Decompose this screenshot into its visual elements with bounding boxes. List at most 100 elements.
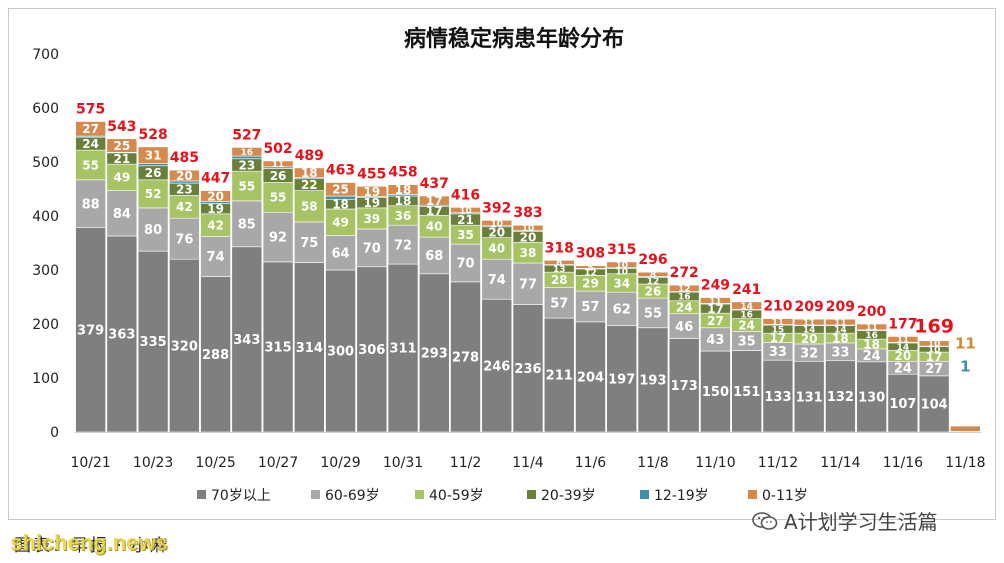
segment-label-s20_39: 15 <box>772 325 785 335</box>
segment-label-s60_69: 24 <box>894 361 912 376</box>
segment-label-s40_59: 42 <box>176 200 193 214</box>
segment-label-s70plus: 204 <box>577 371 604 386</box>
bar-segment-s0_11 <box>856 323 887 331</box>
bar-segment-s70plus <box>918 375 950 433</box>
segment-label-s20_39: 24 <box>82 137 99 151</box>
segment-label-s70plus: 236 <box>514 362 541 377</box>
segment-label-s70plus: 173 <box>671 379 698 394</box>
segment-label-s40_59: 58 <box>301 200 318 214</box>
bar-segment-s60_69 <box>262 211 294 263</box>
segment-label-s0_11: 10 <box>615 261 628 271</box>
bar-segment-s60_69 <box>512 262 544 305</box>
segment-label-s60_69: 72 <box>394 238 412 253</box>
segment-label-s0_11: 16 <box>241 148 254 158</box>
total-label: 318 <box>545 240 574 256</box>
segment-label-s20_39: 18 <box>332 197 349 211</box>
legend-label-s12_19: 12-19岁 <box>654 488 709 504</box>
segment-label-s60_69: 43 <box>706 333 724 348</box>
segment-label-s0_11: 11 <box>803 318 816 328</box>
segment-label-s70plus: 211 <box>546 369 573 384</box>
segment-label-s40_59: 49 <box>114 171 131 185</box>
total-label: 308 <box>576 246 605 262</box>
segment-label-s20_39: 10 <box>928 346 941 356</box>
segment-label-s20_39: 18 <box>395 194 412 208</box>
segment-label-s20_39: 14 <box>803 326 816 336</box>
segment-label-s0_11: 8 <box>556 259 562 269</box>
segment-label-s60_69: 74 <box>207 250 225 265</box>
bar-segment-s70plus <box>825 360 856 433</box>
segment-label-s0_11: 10 <box>490 219 503 229</box>
segment-label-s20_39: 14 <box>834 326 847 336</box>
segment-label-s40_59: 39 <box>363 212 380 226</box>
total-label: 528 <box>138 127 167 143</box>
bar-segment-s0_11 <box>262 160 294 168</box>
chart-frame: 病情稳定病患年龄分布 0 100 200 300 400 500 600 700 379 88 55 2… <box>8 8 996 520</box>
segment-label-s60_69: 77 <box>519 277 537 292</box>
segment-label-s60_69: 68 <box>425 249 443 264</box>
segment-label-s60_69: 33 <box>831 345 849 360</box>
x-tick-label: 10/27 <box>258 455 298 471</box>
bar-segment-s0_11 <box>75 121 106 137</box>
segment-label-s40_59: 36 <box>395 209 412 223</box>
total-label: 392 <box>482 200 511 216</box>
segment-label-s70plus: 311 <box>389 342 416 357</box>
bar-segment-s60_69 <box>325 235 356 271</box>
total-label: 437 <box>420 176 449 192</box>
x-tick-label: 10/31 <box>383 455 423 471</box>
stacked-bar-chart: 病情稳定病患年龄分布010020030040050060070037988552… <box>32 26 985 504</box>
bar-segment-s0_11 <box>887 336 919 343</box>
y-tick-label: 700 <box>32 47 59 63</box>
bar-segment-s70plus <box>543 317 575 433</box>
segment-label-s0_11: 18 <box>301 166 318 180</box>
bar-segment-s0_11 <box>231 147 263 157</box>
segment-label-s20_39: 21 <box>114 152 131 166</box>
segment-label-s70plus: 293 <box>421 347 448 362</box>
segment-label-s0_11: 10 <box>928 340 941 350</box>
segment-label-s60_69: 76 <box>175 232 193 247</box>
segment-label-s0_11: 8 <box>650 271 656 281</box>
bar-segment-s70plus <box>387 263 419 433</box>
bar-segment-s70plus <box>418 273 450 433</box>
x-tick-label: 11/4 <box>512 455 544 471</box>
segment-label-s20_39: 20 <box>488 226 505 240</box>
segment-label-s0_11: 25 <box>114 139 131 153</box>
bar-segment-s0_11 <box>481 220 513 227</box>
segment-label-s20_39: 16 <box>678 293 691 303</box>
segment-label-s40_59: 28 <box>551 273 568 287</box>
segment-label-s0_11: 27 <box>82 122 99 136</box>
segment-label-s70plus: 150 <box>702 385 729 400</box>
segment-label-s60_69: 35 <box>738 335 756 350</box>
bar-segment-s0_11 <box>950 425 981 432</box>
total-label: 296 <box>638 252 667 268</box>
segment-label-s60_69: 32 <box>800 346 818 361</box>
x-tick-label: 10/29 <box>320 455 360 471</box>
x-tick-label: 11/14 <box>820 455 860 471</box>
bar-segment-s0_11 <box>387 184 419 195</box>
x-tick-label: 10/21 <box>70 455 110 471</box>
segment-label-s70plus: 314 <box>296 341 323 356</box>
bar-segment-s70plus <box>169 258 200 433</box>
bar-segment-s0_11 <box>169 169 200 182</box>
bar-segment-s60_69 <box>668 313 700 339</box>
segment-label-s40_59: 49 <box>332 216 349 230</box>
segment-label-s70plus: 335 <box>140 335 167 350</box>
bar-segment-s0_11 <box>356 186 388 197</box>
segment-label-s70plus: 278 <box>452 351 479 366</box>
bar-segment-s0_11 <box>325 182 356 197</box>
segment-label-s70plus: 320 <box>171 339 198 354</box>
total-label: 315 <box>607 242 636 258</box>
bar-segment-s70plus <box>731 350 762 433</box>
segment-label-s20_39: 12 <box>584 268 597 278</box>
x-tick-label: 11/16 <box>883 455 923 471</box>
x-tick-label: 10/23 <box>133 455 173 471</box>
segment-label-s0_11: 14 <box>740 302 753 312</box>
segment-label-s40_59: 18 <box>863 337 880 351</box>
segment-label-s60_69: 70 <box>363 242 381 257</box>
segment-label-s0_11: 5 <box>587 263 593 273</box>
segment-label-s70plus: 193 <box>639 374 666 389</box>
segment-label-s40_59: 27 <box>707 314 724 328</box>
segment-label-s20_39: 21 <box>457 213 474 227</box>
segment-label-s40_59: 52 <box>145 187 162 201</box>
segment-label-s40_59: 24 <box>738 318 755 332</box>
